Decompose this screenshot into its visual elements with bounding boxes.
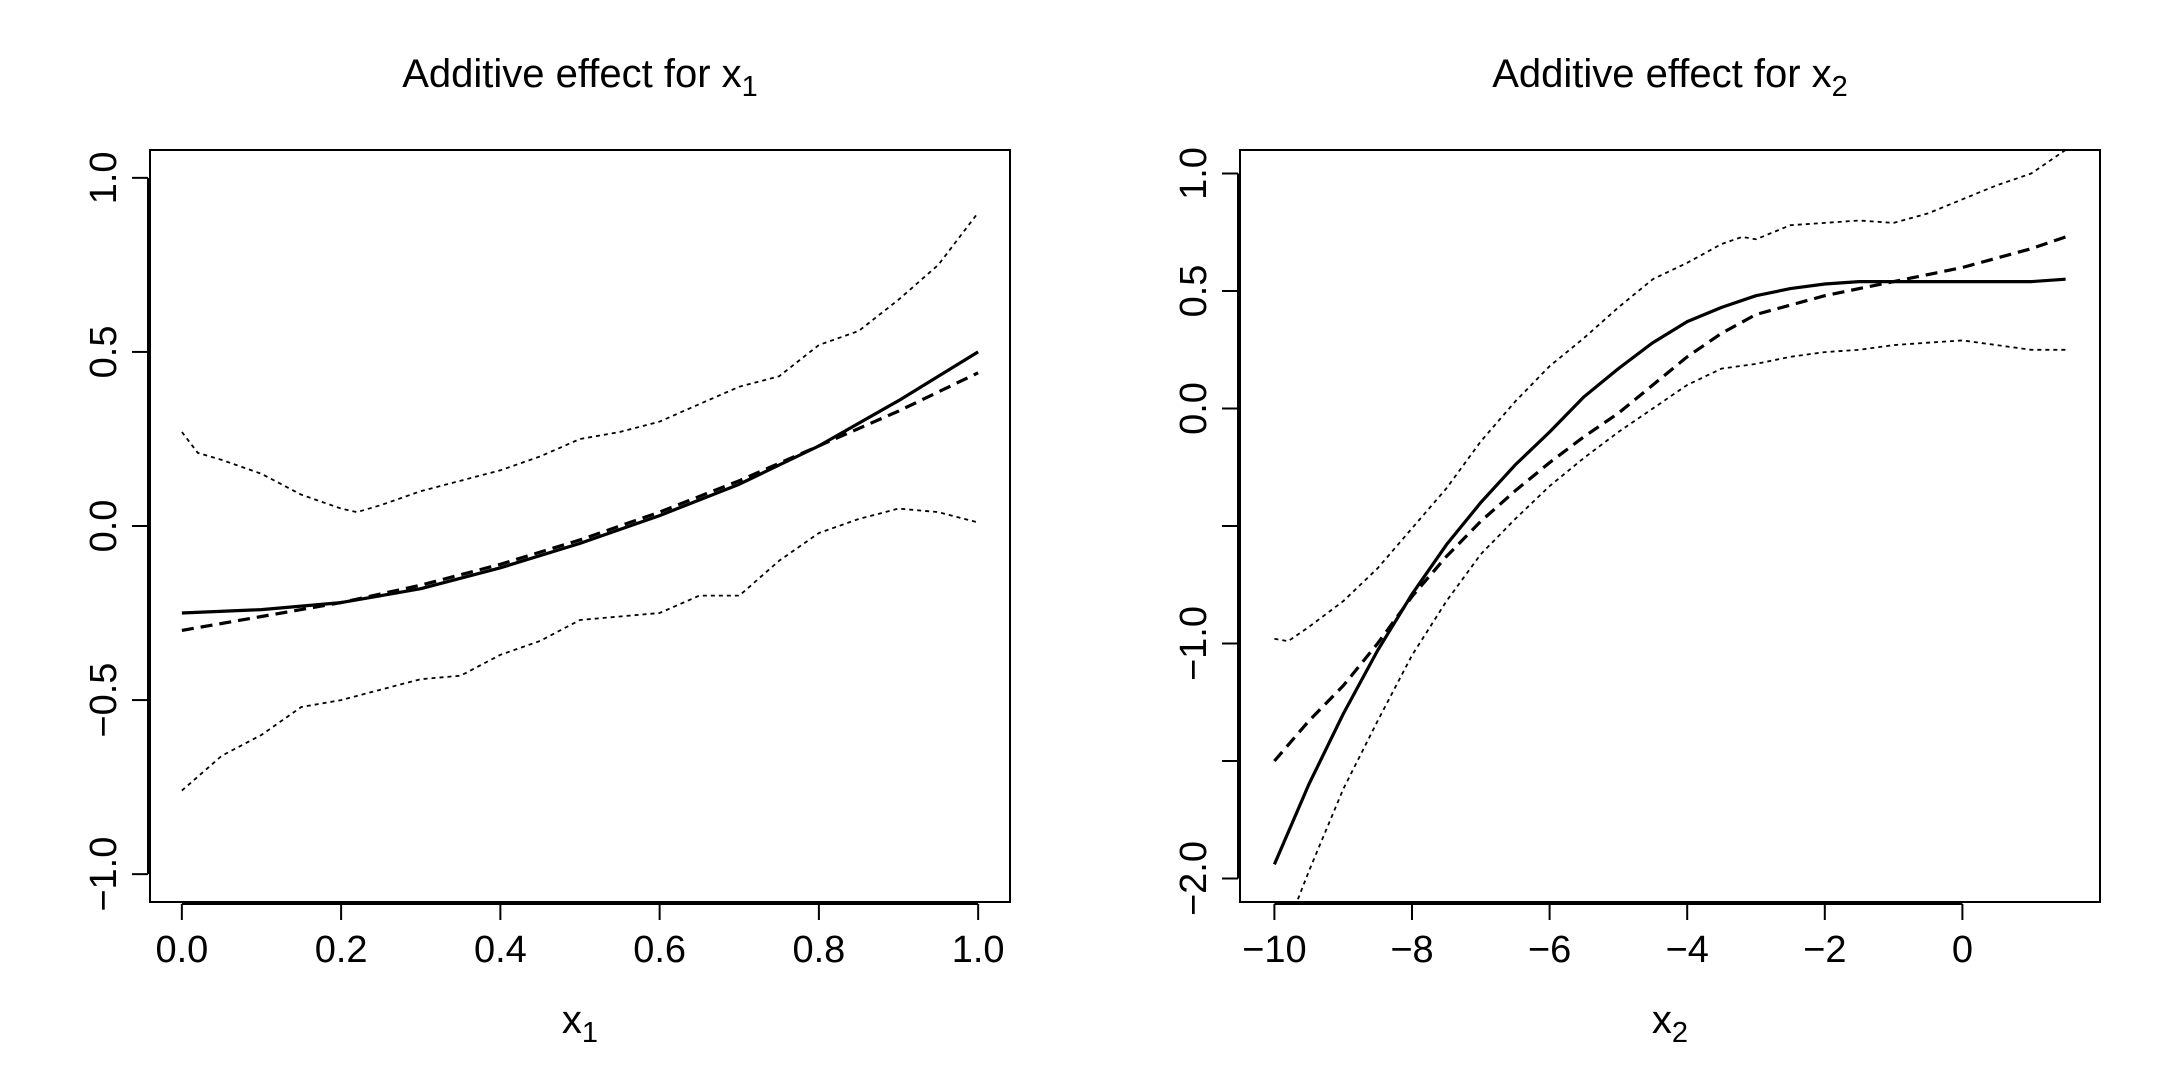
plot-box bbox=[149, 149, 1011, 903]
series-line-dashed bbox=[181, 371, 979, 632]
chart-title: Additive effect for x2 bbox=[1492, 52, 1848, 103]
y-axis: −1.0 −0.5 0.0 0.5 1.0 bbox=[83, 151, 149, 912]
x-tick-label: −8 bbox=[1390, 929, 1433, 971]
plot-box bbox=[1239, 149, 2101, 903]
y-tick-label: 1.0 bbox=[83, 151, 125, 204]
y-tick-label: 0.0 bbox=[83, 500, 125, 553]
y-tick-label: −1.0 bbox=[1173, 606, 1215, 681]
series-line-solid bbox=[1272, 277, 2066, 866]
x-axis-label: x1 bbox=[562, 998, 598, 1049]
series-line-dotted bbox=[1274, 150, 2067, 643]
panel-x1: Additive effect for x1 x1 0.0 0.2 0.4 0.6 0.… bbox=[83, 52, 1011, 1049]
panel-x2: Additive effect for x2 x2 −10 −8 −6 −4 −2 0 −… bbox=[1173, 52, 2101, 1049]
x-tick-label: −4 bbox=[1666, 929, 1709, 971]
y-tick-label: −1.0 bbox=[83, 837, 125, 912]
y-tick-label: 0.0 bbox=[1173, 382, 1215, 435]
x-tick-label: 0.6 bbox=[633, 929, 686, 971]
y-tick-label: 1.0 bbox=[1173, 147, 1215, 200]
y-tick-label: 0.5 bbox=[1173, 265, 1215, 318]
x-axis-label: x2 bbox=[1652, 998, 1688, 1049]
series-group bbox=[1272, 150, 2067, 902]
x-axis: −10 −8 −6 −4 −2 0 bbox=[1242, 903, 1973, 971]
x-axis: 0.0 0.2 0.4 0.6 0.8 1.0 bbox=[155, 903, 1005, 971]
x-tick-label: 0.2 bbox=[315, 929, 368, 971]
chart-title: Additive effect for x1 bbox=[402, 52, 758, 103]
y-tick-label: 0.5 bbox=[83, 326, 125, 379]
x-tick-label: 1.0 bbox=[952, 929, 1005, 971]
series-line-dotted bbox=[1295, 339, 2066, 902]
series-line-dotted bbox=[181, 507, 979, 792]
y-axis: −2.0 −1.0 0.0 0.5 1.0 bbox=[1173, 147, 1239, 916]
x-tick-label: −2 bbox=[1803, 929, 1846, 971]
series-group bbox=[181, 212, 979, 792]
y-tick-label: −2.0 bbox=[1173, 841, 1215, 916]
x-tick-label: 0 bbox=[1952, 929, 1973, 971]
series-line-dashed bbox=[1273, 235, 2067, 763]
y-tick-label: −0.5 bbox=[83, 663, 125, 738]
series-line-solid bbox=[181, 350, 979, 615]
series-line-dotted bbox=[181, 212, 979, 513]
x-tick-label: 0.8 bbox=[792, 929, 845, 971]
x-tick-label: 0.0 bbox=[155, 929, 208, 971]
x-tick-label: −10 bbox=[1242, 929, 1306, 971]
x-tick-label: −6 bbox=[1528, 929, 1571, 971]
x-tick-label: 0.4 bbox=[474, 929, 527, 971]
